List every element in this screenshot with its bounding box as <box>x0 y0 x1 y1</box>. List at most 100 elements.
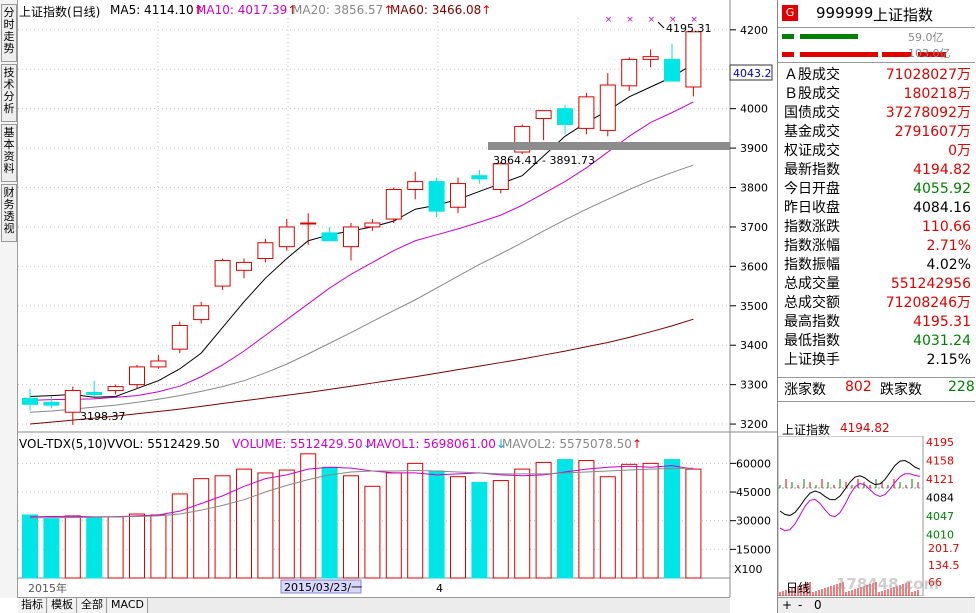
quote-label: 指数涨跌 <box>784 219 840 235</box>
candle <box>43 401 60 406</box>
code-badge: G <box>782 5 798 21</box>
quote-value: 71208246万 <box>885 295 971 311</box>
tab-indicator[interactable]: 指标 <box>18 598 47 613</box>
low-annotation: 3198.37 <box>80 410 126 423</box>
price-tick-label: 3500 <box>740 300 768 313</box>
quote-label: 最高指数 <box>784 314 840 330</box>
tab-financial[interactable]: 财务透视 <box>1 184 17 242</box>
volume-bar <box>621 463 638 579</box>
bar2-main <box>800 52 878 57</box>
quote-value: 4084.16 <box>913 200 971 216</box>
watermark: 178448.com <box>836 575 940 593</box>
quote-label: 权证成交 <box>784 143 840 159</box>
quote-label: 最低指数 <box>784 333 840 349</box>
quote-row: 基金成交 2791607万 <box>778 123 975 142</box>
candle <box>343 226 359 248</box>
candle <box>578 96 595 129</box>
candle <box>321 232 338 242</box>
mavol1-label: MAVOL1: 5698061.00↓ <box>366 437 507 451</box>
candle <box>364 222 381 228</box>
volume-bar <box>343 475 359 579</box>
volume-bar <box>86 516 103 579</box>
ma20-label: MA20: 3856.57↑ <box>292 3 394 17</box>
zoom-in-button[interactable]: + <box>782 598 793 612</box>
mini-vol-tick: 134.5 <box>928 559 960 572</box>
index-code: 999999 <box>816 4 874 22</box>
candle <box>236 261 252 271</box>
price-tick-label: 4000 <box>740 103 768 116</box>
current-price-label: 4043.2 <box>733 67 772 80</box>
quote-label: Ｂ股成交 <box>784 86 840 102</box>
quote-value: 37278092万 <box>885 105 971 121</box>
volume-bar <box>43 518 60 579</box>
zoom-out-button[interactable]: - <box>798 598 803 612</box>
quote-value: 4055.92 <box>913 181 971 197</box>
candle <box>150 360 167 368</box>
kline-chart[interactable]: 4200410040003900380037003600350034003300… <box>18 0 777 597</box>
candle <box>300 222 317 225</box>
volume-bar <box>278 469 295 579</box>
mavol2-label: MAVOL2: 5575078.50↑ <box>502 437 643 451</box>
down-count-label: 跌家数 <box>880 382 922 398</box>
quote-value: 551242956 <box>890 276 971 292</box>
tab-technical-analysis[interactable]: 技术分析 <box>1 64 17 122</box>
volume-bar <box>129 513 145 579</box>
price-tick-label: 3200 <box>740 418 768 431</box>
candle <box>428 181 445 212</box>
price-tick-label: 3400 <box>740 339 768 352</box>
quote-row: 权证成交 0万 <box>778 142 975 161</box>
tab-template[interactable]: 模板 <box>48 598 77 613</box>
candle <box>407 181 424 190</box>
tab-basic-info[interactable]: 基本资料 <box>1 124 17 182</box>
quote-row: 指数振幅 4.02% <box>778 256 975 275</box>
tab-all[interactable]: 全部 <box>78 598 107 613</box>
candle <box>599 84 616 131</box>
quote-value: 71028027万 <box>885 67 971 83</box>
vol-tick-label: 30000 <box>736 515 771 528</box>
price-tick-label: 3300 <box>740 379 768 392</box>
quote-row: 国债成交 37278092万 <box>778 104 975 123</box>
reset-button[interactable]: 0 <box>814 598 822 612</box>
candle <box>64 390 81 413</box>
price-tick-label: 3600 <box>740 260 768 273</box>
candle <box>86 392 103 395</box>
quote-row: 总成交量 551242956 <box>778 275 975 294</box>
tab-intraday[interactable]: 分时走势 <box>1 4 17 62</box>
gap-band <box>488 142 730 150</box>
vol_ma10-line <box>29 467 694 519</box>
ma5-label: MA5: 4114.10↑ <box>110 3 204 17</box>
up-count-label: 涨家数 <box>784 382 826 398</box>
volume-bar <box>578 460 595 579</box>
price-tick-label: 3900 <box>740 142 768 155</box>
vol-tick-label: 60000 <box>736 457 771 470</box>
quote-row: Ａ股成交 71028027万 <box>778 66 975 85</box>
gap-annotation: 3864.41 - 3891.73 <box>493 154 595 167</box>
mini-price-tick: 4047 <box>926 510 954 523</box>
signal-marker: × <box>669 15 677 25</box>
candle <box>193 305 210 321</box>
volume-bar <box>193 478 210 579</box>
vol-tick-label: 45000 <box>736 486 771 499</box>
bar2-ext <box>882 52 912 57</box>
quote-label: 基金成交 <box>784 124 840 140</box>
volume-bar <box>385 472 402 579</box>
tab-macd[interactable]: MACD <box>108 598 148 613</box>
vvol-label: VVOL: 5512429.50 <box>107 437 220 451</box>
quote-label: 总成交额 <box>784 295 840 311</box>
volume-bar <box>450 476 466 579</box>
ma20-line <box>29 164 694 413</box>
candle <box>664 58 680 82</box>
volume-bar <box>557 459 573 579</box>
mini-price-tick: 4158 <box>926 455 954 468</box>
bar2-value: 103.0亿 <box>908 47 951 60</box>
quote-panel: G 999999 上证指数 59.0亿 103.0亿 Ａ股成交 71028027万… <box>777 0 976 613</box>
volume-bar <box>642 462 659 579</box>
quote-label: 上证换手 <box>784 352 840 368</box>
candle <box>642 56 659 60</box>
quote-value: 4195.31 <box>913 314 971 330</box>
signal-marker: × <box>626 15 634 25</box>
ma10-line <box>29 101 694 401</box>
volume-bar <box>236 468 252 579</box>
quote-label: 最新指数 <box>784 162 840 178</box>
